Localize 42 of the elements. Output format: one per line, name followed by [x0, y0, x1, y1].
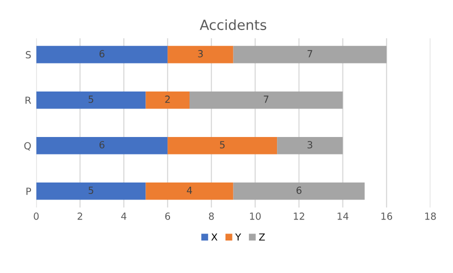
data-label: 6 [296, 186, 302, 194]
data-label: 5 [220, 141, 225, 148]
bar [233, 182, 365, 200]
bar [168, 136, 278, 154]
data-label: 6 [100, 50, 104, 58]
y-tick-label: Q [24, 142, 31, 151]
bar [36, 91, 146, 109]
data-label: 3 [198, 50, 203, 58]
bar [36, 182, 146, 200]
x-tick-label: 10 [250, 212, 261, 220]
bar [146, 182, 234, 200]
bar [168, 46, 234, 64]
x-tick-label: 14 [338, 212, 348, 220]
bar [146, 91, 190, 109]
data-label: 7 [264, 96, 268, 103]
x-tick-label: 16 [381, 212, 392, 220]
data-label: 7 [308, 50, 312, 58]
bar [190, 91, 343, 109]
bar [36, 46, 168, 64]
legend-label: X [211, 233, 218, 241]
bar [233, 46, 387, 64]
y-tick-label: S [26, 51, 31, 58]
data-label: 6 [100, 141, 104, 148]
x-tick-label: 2 [78, 212, 82, 220]
x-tick-label: 8 [208, 212, 214, 220]
x-tick-label: 18 [425, 212, 436, 220]
x-tick-label: 0 [34, 212, 39, 220]
data-label: 5 [88, 96, 94, 103]
y-tick-label: P [26, 188, 32, 195]
data-label: 2 [165, 96, 170, 103]
data-label: 3 [308, 141, 312, 148]
y-tick-label: R [26, 96, 32, 104]
x-tick-label: 6 [165, 212, 170, 220]
bar [277, 136, 343, 154]
x-tick-label: 12 [294, 212, 304, 220]
bar [36, 136, 168, 154]
legend-label: Z [259, 233, 265, 241]
chart-title: Accidents [200, 19, 266, 30]
data-label: 5 [88, 186, 94, 194]
x-tick-label: 4 [121, 212, 126, 220]
legend-label: Y [235, 233, 242, 241]
data-label: 4 [186, 186, 192, 194]
